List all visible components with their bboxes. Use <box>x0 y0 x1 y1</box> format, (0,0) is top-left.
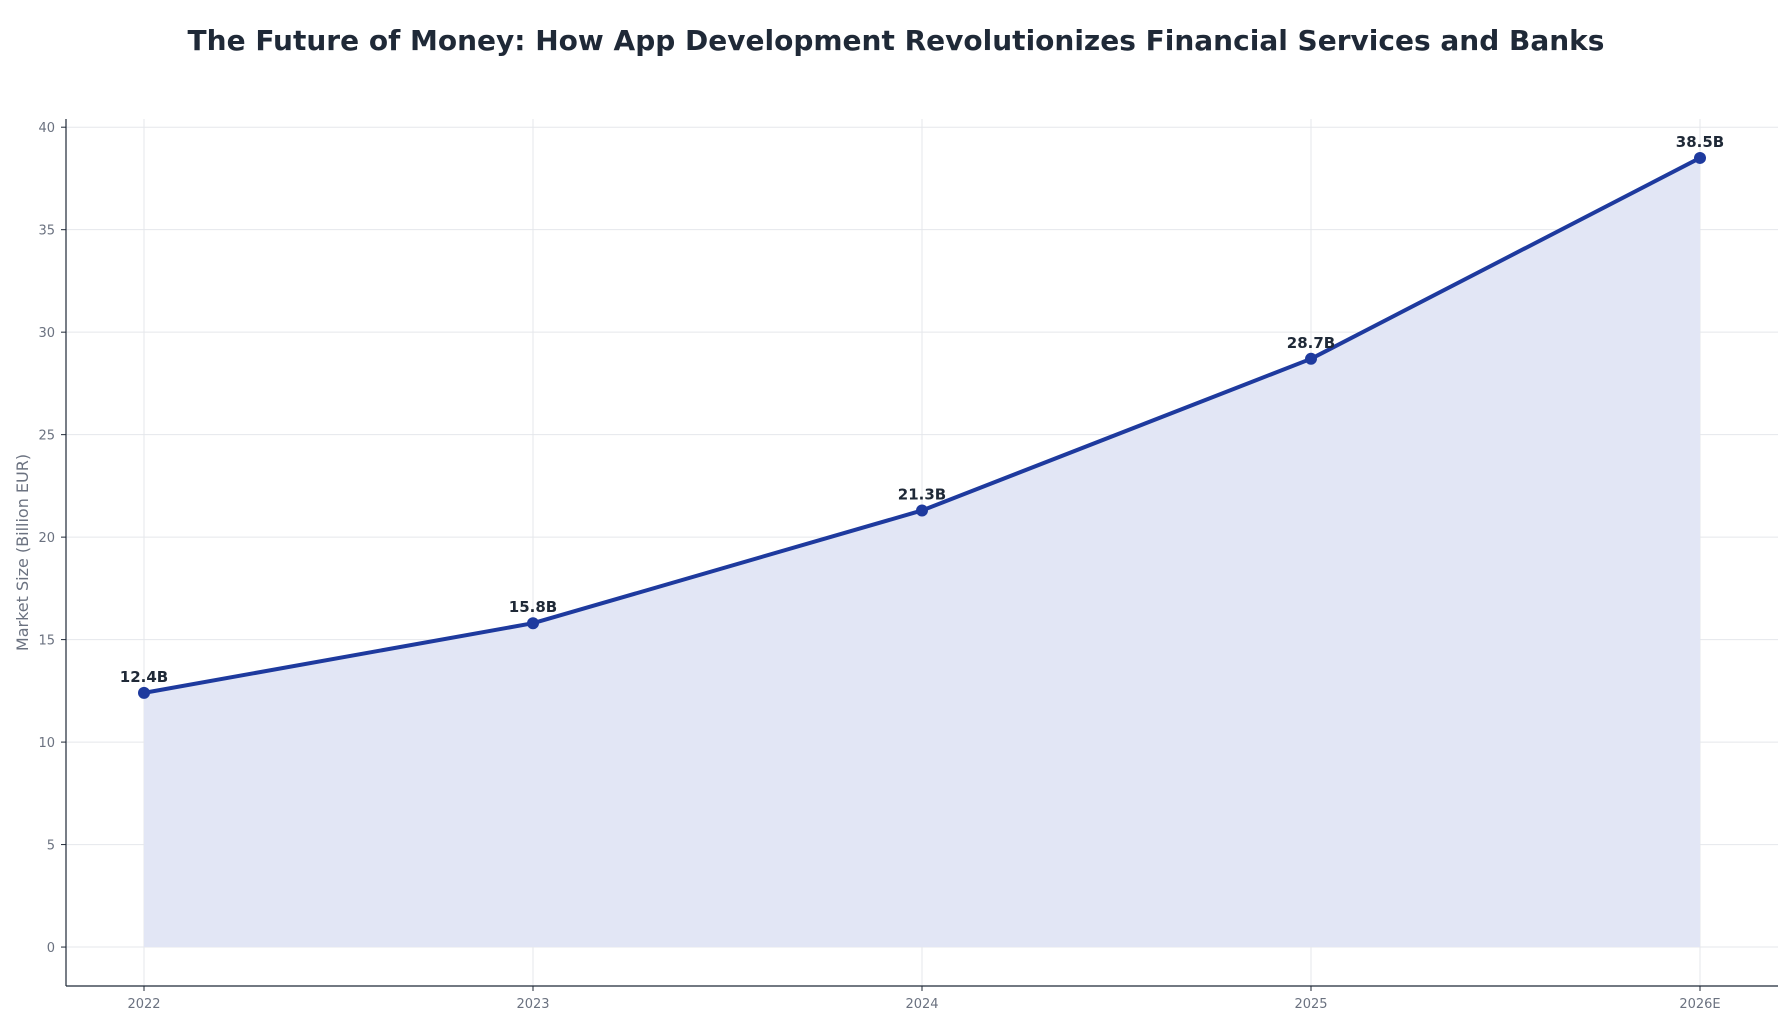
data-label: 15.8B <box>509 598 557 616</box>
x-tick-label: 2024 <box>905 997 938 1012</box>
chart-title: The Future of Money: How App Development… <box>187 24 1605 57</box>
x-tick-label: 2022 <box>127 997 160 1012</box>
area-layer <box>144 157 1700 948</box>
data-label: 28.7B <box>1287 334 1335 352</box>
x-tick-label: 2023 <box>516 997 549 1012</box>
data-label: 38.5B <box>1676 133 1724 151</box>
y-tick-label: 25 <box>38 429 55 444</box>
data-point <box>1694 151 1706 164</box>
data-point <box>138 686 150 699</box>
data-label: 12.4B <box>120 668 168 686</box>
y-tick-label: 35 <box>38 224 55 239</box>
data-point <box>1305 352 1317 365</box>
y-tick-label: 30 <box>38 326 55 341</box>
y-tick-label: 10 <box>38 736 55 751</box>
x-tick-label: 2026E <box>1679 997 1720 1012</box>
area-fill <box>144 157 1700 948</box>
x-tick-label: 2025 <box>1294 997 1327 1012</box>
data-point <box>916 504 928 517</box>
y-axis-title: Market Size (Billion EUR) <box>13 454 32 651</box>
y-tick-label: 40 <box>38 121 55 136</box>
y-tick-label: 5 <box>47 839 55 854</box>
points-layer <box>138 151 1706 699</box>
data-point <box>527 617 539 630</box>
y-tick-label: 15 <box>38 634 55 649</box>
data-label: 21.3B <box>898 485 946 503</box>
y-tick-label: 20 <box>38 531 55 546</box>
y-tick-label: 0 <box>47 941 55 956</box>
labels-layer: 12.4B 15.8B 21.3B 28.7B 38.5B <box>120 133 1724 686</box>
